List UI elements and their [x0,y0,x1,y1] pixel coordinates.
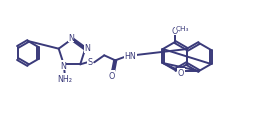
Text: N: N [68,33,74,42]
Text: N: N [60,61,66,70]
Text: S: S [88,58,93,67]
Text: O: O [172,26,178,35]
Text: N: N [84,44,90,53]
Text: HN: HN [124,51,136,60]
Text: O: O [108,71,114,80]
Text: O: O [178,69,184,78]
Text: CH₃: CH₃ [175,26,189,32]
Text: NH₂: NH₂ [57,74,72,83]
